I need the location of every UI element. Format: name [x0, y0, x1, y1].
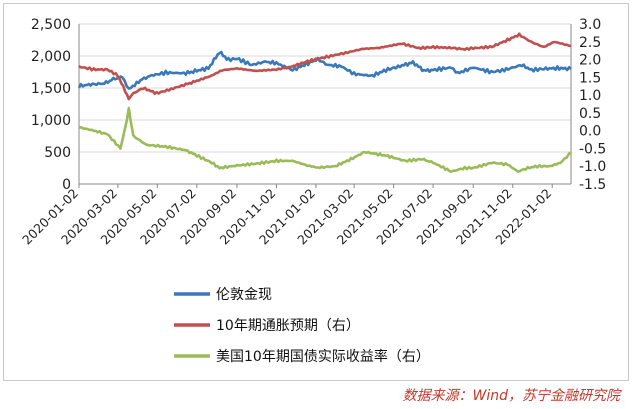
series-line	[77, 50, 572, 90]
y-right-tick-label: 0.0	[579, 124, 601, 140]
y-left-tick-label: 0	[62, 177, 71, 193]
legend: 伦敦金现 10年期通胀预期（右） 美国10年期国债实际收益率（右）	[174, 287, 430, 365]
y-right-tick-label: 1.0	[579, 88, 601, 104]
y-left-tick-label: 2,500	[31, 17, 71, 33]
line-chart: 0 500 1,000 1,500 2,000 2,500 -1.5 -1.0 -0.50.0 0…	[19, 17, 606, 365]
axes: 0 500 1,000 1,500 2,000 2,500 -1.5 -1.0 -0.50.0 0…	[19, 17, 606, 247]
y-left-tick-label: 500	[44, 145, 71, 161]
source-note: 数据来源：Wind，苏宁金融研究院	[402, 388, 621, 404]
series-lines	[77, 32, 572, 173]
y-right-tick-label: -1.5	[579, 177, 606, 193]
y-right-tick-label: -0.5	[579, 141, 606, 157]
y-right-tick-label: 2.0	[579, 53, 601, 69]
gridlines	[79, 23, 571, 153]
y-left-tick-label: 1,000	[31, 113, 71, 129]
series-line	[78, 32, 572, 101]
y-right-tick-label: 2.5	[579, 35, 601, 51]
chart-frame: 0 500 1,000 1,500 2,000 2,500 -1.5 -1.0 -0.5 0.0 0…	[3, 3, 629, 381]
y-right-tick-label: 3.0	[579, 17, 601, 33]
legend-label: 10年期通胀预期（右）	[216, 318, 360, 334]
y-right-tick-label: 0.5	[579, 106, 601, 122]
y-right-tick-label: -1.0	[579, 159, 606, 175]
y-right-tick-label: 1.5	[579, 70, 601, 86]
series-line	[78, 106, 572, 173]
y-left-tick-label: 1,500	[31, 81, 71, 97]
legend-label: 美国10年期国债实际收益率（右）	[216, 348, 430, 365]
legend-label: 伦敦金现	[216, 287, 272, 303]
y-left-tick-label: 2,000	[31, 49, 71, 65]
